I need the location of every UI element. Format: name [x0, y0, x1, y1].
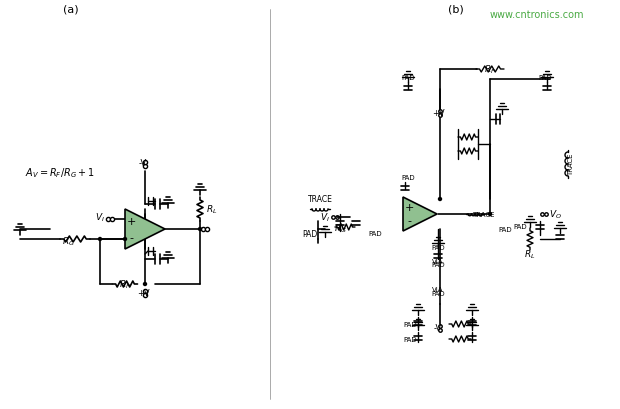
Text: PAD: PAD [498, 227, 512, 232]
Text: $R_G$: $R_G$ [61, 235, 74, 247]
Text: www.cntronics.com: www.cntronics.com [490, 10, 585, 20]
Text: PAD: PAD [401, 75, 415, 81]
Text: +: + [404, 203, 414, 213]
Text: $R_L$: $R_L$ [206, 203, 218, 216]
Text: +: + [126, 216, 136, 227]
Text: $V_O$: $V_O$ [549, 208, 562, 221]
Circle shape [123, 238, 126, 241]
Text: PAD: PAD [303, 230, 317, 239]
Text: PAD: PAD [401, 175, 415, 180]
Polygon shape [403, 198, 437, 231]
Text: +V: +V [432, 109, 445, 118]
Text: -V: -V [139, 159, 147, 168]
Text: PAD: PAD [431, 245, 445, 250]
Text: VIA: VIA [432, 286, 444, 292]
Text: PAD: PAD [538, 75, 552, 81]
Text: $R_F$: $R_F$ [119, 278, 131, 290]
Text: TRACE: TRACE [568, 153, 574, 176]
Text: -: - [129, 232, 133, 243]
Text: (b): (b) [448, 4, 464, 14]
Text: -V: -V [434, 323, 442, 332]
Text: PAD: PAD [431, 290, 445, 296]
Polygon shape [125, 209, 165, 249]
Text: $R_L$: $R_L$ [525, 248, 536, 261]
Text: $R_F$: $R_F$ [484, 63, 496, 75]
Text: (a): (a) [63, 4, 79, 14]
Text: TRACE: TRACE [308, 195, 332, 204]
Text: VIA: VIA [432, 258, 444, 264]
Text: $V_I$: $V_I$ [320, 211, 330, 224]
Circle shape [489, 213, 492, 216]
Text: $R_G$: $R_G$ [334, 222, 347, 234]
Text: $A_V = R_F/R_G + 1$: $A_V = R_F/R_G + 1$ [25, 166, 95, 180]
Text: -: - [407, 216, 411, 226]
Circle shape [198, 228, 202, 231]
Circle shape [99, 238, 102, 241]
Circle shape [143, 283, 146, 286]
Text: +V: +V [136, 288, 149, 297]
Text: PAD: PAD [403, 336, 417, 342]
Text: PAD: PAD [403, 321, 417, 327]
Text: TRACE: TRACE [472, 211, 495, 218]
Text: $V_I$: $V_I$ [95, 211, 105, 224]
Text: PAD: PAD [431, 261, 445, 267]
Circle shape [438, 198, 441, 201]
Text: PAD: PAD [513, 223, 527, 229]
Text: PAD: PAD [368, 230, 382, 236]
